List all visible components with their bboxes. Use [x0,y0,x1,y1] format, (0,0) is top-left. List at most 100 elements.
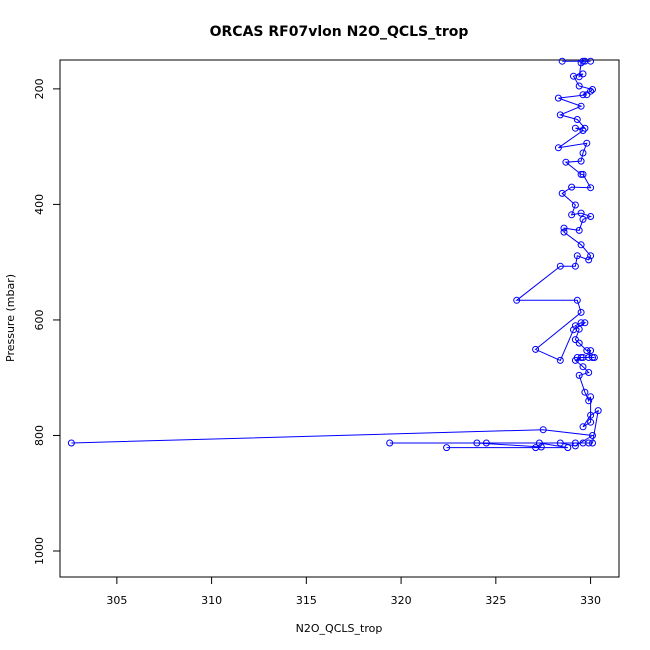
data-point [571,439,579,447]
data-point [577,354,585,361]
data-point [581,319,589,327]
data-point [573,252,581,260]
data-point [575,339,583,347]
x-axis: 305 310 315 320 325 330 [106,577,601,607]
data-point [556,356,564,364]
data-point [577,308,585,316]
x-tick-label: 305 [106,594,127,607]
data-point [577,209,585,217]
data-point [579,127,587,134]
data-point [556,262,564,270]
series-layer [67,57,602,452]
y-tick-label: 400 [33,194,46,215]
data-point [575,371,583,379]
data-point [571,201,579,209]
data-point [587,418,595,426]
chart-title: ORCAS RF07vlon N2O_QCLS_trop [210,24,469,40]
data-point [581,124,589,132]
x-tick-label: 315 [296,594,317,607]
data-point [579,91,587,99]
data-point [587,411,595,419]
y-tick-label: 800 [33,425,46,446]
data-point [579,170,587,178]
data-point [577,102,585,110]
data-point [577,319,585,327]
data-point [577,241,585,249]
data-point [589,354,596,361]
data-point [585,397,593,405]
x-tick-label: 330 [580,594,601,607]
data-point [560,228,568,236]
data-point [575,226,583,234]
data-point [587,252,595,260]
data-point [579,215,587,223]
data-point [579,149,587,157]
data-point [556,111,564,119]
data-point [579,363,587,371]
data-point [573,296,581,304]
data-point [570,326,577,334]
data-point [581,57,589,65]
data-point [564,444,572,452]
data-point [577,59,585,67]
data-point [587,87,595,95]
x-axis-label: N2O_QCLS_trop [296,622,383,635]
data-point [583,347,591,355]
data-point [386,439,394,447]
data-point [585,369,593,376]
data-point [571,442,579,450]
data-point [560,224,568,232]
x-tick-label: 325 [485,594,506,607]
data-point [568,183,576,191]
data-point [577,157,585,165]
y-axis: 200 400 600 800 1000 [33,78,60,565]
data-point [577,170,585,178]
data-point [589,86,596,93]
data-point [571,124,579,132]
data-point [558,189,566,197]
data-point [539,426,547,434]
data-point [585,256,593,264]
data-point [579,423,587,431]
data-point [583,91,591,99]
y-tick-label: 600 [33,309,46,330]
data-point [571,322,579,330]
data-point [587,347,595,355]
data-point [562,158,570,166]
data-point [587,213,595,220]
data-point [537,443,545,451]
data-point [573,116,581,123]
y-axis-label: Pressure (mbar) [4,274,17,362]
y-tick-label: 200 [33,78,46,99]
data-point [554,94,562,102]
data-point [554,144,562,152]
data-point [585,439,593,447]
data-point [513,296,521,304]
data-point [556,439,564,447]
data-point [575,73,583,81]
data-point [568,211,576,219]
series-line [71,60,599,449]
data-point [67,439,75,447]
data-point [587,393,595,401]
x-tick-label: 310 [201,594,222,607]
data-point [535,439,543,447]
data-point [589,432,596,439]
data-point [594,407,602,415]
data-point [579,57,587,65]
y-tick-label: 1000 [33,537,46,565]
data-point [558,57,566,65]
data-point [587,184,595,192]
data-point [571,262,579,270]
data-point [589,439,596,447]
plot-frame [59,59,620,578]
data-point [532,345,540,353]
data-point [473,439,481,447]
x-tick-label: 320 [391,594,412,607]
data-point [583,139,591,147]
data-point [571,336,579,344]
data-point [581,388,589,396]
data-point [575,82,583,90]
data-point [482,439,490,447]
